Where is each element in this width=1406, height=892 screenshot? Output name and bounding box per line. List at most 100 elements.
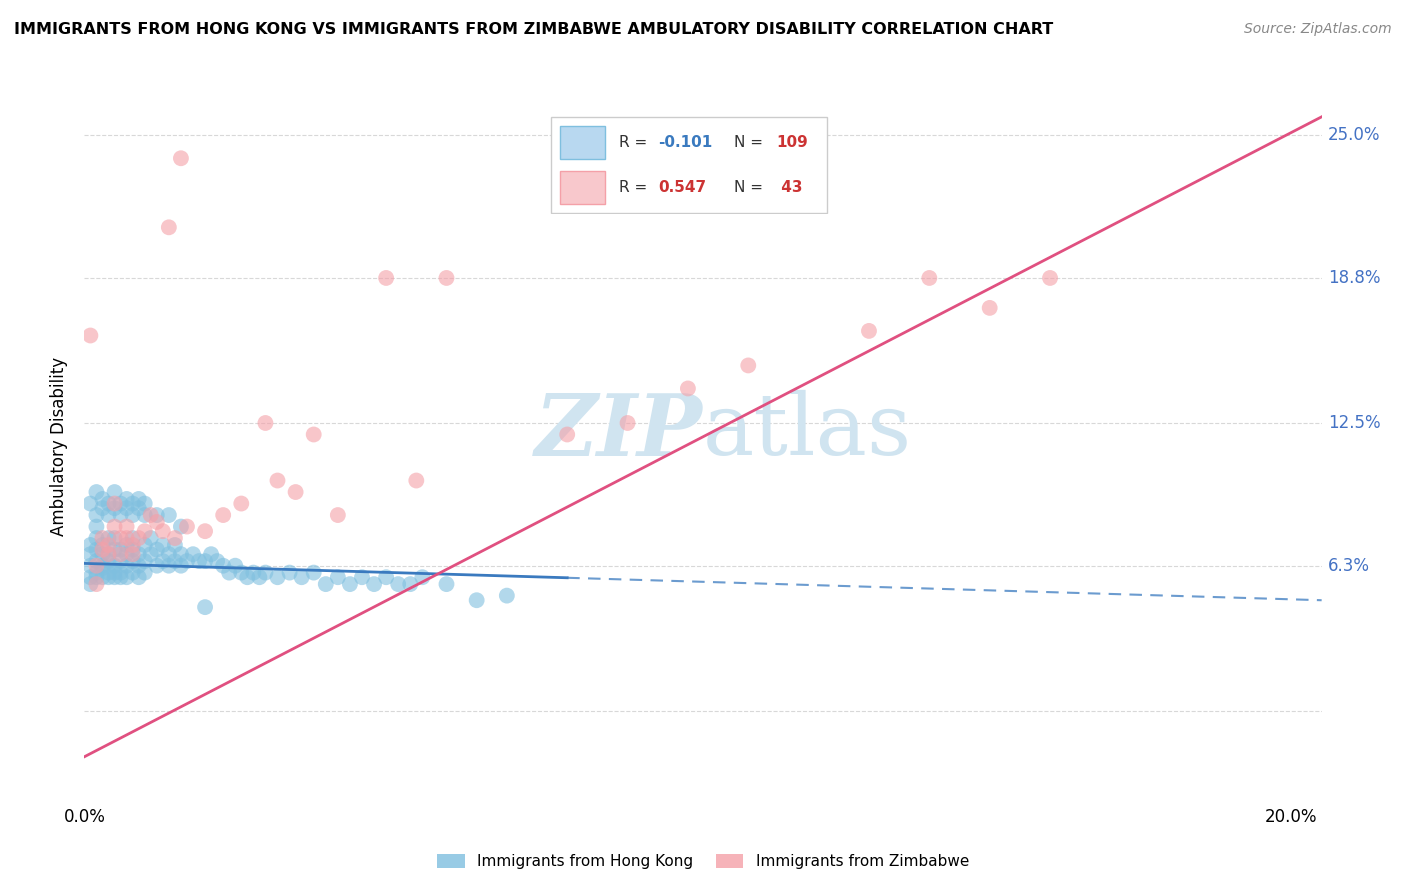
Point (86, 554, 108, 568)
Point (436, 577, 458, 591)
Point (86, 508, 108, 522)
Y-axis label: Ambulatory Disability: Ambulatory Disability (51, 357, 69, 535)
Point (91, 570, 114, 584)
Point (91, 531, 114, 545)
Point (188, 554, 211, 568)
Point (121, 531, 143, 545)
Point (91, 558, 114, 573)
Point (115, 491, 138, 506)
Point (86, 519, 108, 533)
Point (115, 547, 138, 561)
FancyBboxPatch shape (560, 171, 605, 204)
Point (110, 508, 132, 522)
Point (97, 570, 120, 584)
Point (86, 531, 108, 545)
Point (157, 547, 180, 561)
Point (97, 554, 120, 568)
Point (231, 566, 253, 580)
Point (91, 491, 114, 506)
Point (176, 554, 198, 568)
Point (302, 566, 325, 580)
Point (224, 558, 246, 573)
Point (103, 501, 125, 516)
Point (387, 577, 409, 591)
Point (128, 547, 150, 561)
Legend: Immigrants from Hong Kong, Immigrants from Zimbabwe: Immigrants from Hong Kong, Immigrants fr… (432, 848, 974, 875)
Point (128, 531, 150, 545)
Point (110, 570, 132, 584)
Point (134, 497, 156, 511)
Point (97, 547, 120, 561)
Point (79, 558, 101, 573)
Text: R =: R = (619, 135, 652, 150)
Point (254, 566, 277, 580)
Point (110, 497, 132, 511)
Text: N =: N = (734, 135, 768, 150)
Point (284, 485, 307, 500)
Point (115, 538, 138, 552)
Point (115, 501, 138, 516)
Point (103, 570, 125, 584)
Point (858, 324, 880, 338)
Point (170, 151, 193, 165)
Text: N =: N = (734, 180, 768, 195)
Point (110, 531, 132, 545)
Point (86, 542, 108, 557)
Point (146, 558, 169, 573)
Point (326, 570, 349, 584)
Point (146, 515, 169, 529)
Point (152, 554, 174, 568)
Text: 43: 43 (776, 180, 803, 195)
Point (86, 570, 108, 584)
Point (139, 531, 162, 545)
Point (121, 497, 143, 511)
Point (86, 485, 108, 500)
Point (79, 538, 101, 552)
Point (134, 538, 156, 552)
Point (115, 519, 138, 533)
Point (231, 497, 253, 511)
Point (465, 593, 488, 607)
Point (1039, 271, 1062, 285)
Point (163, 554, 186, 568)
Point (218, 566, 240, 580)
Text: 18.8%: 18.8% (1327, 269, 1381, 287)
FancyBboxPatch shape (560, 126, 605, 159)
Point (128, 558, 150, 573)
Text: 25.0%: 25.0% (1327, 127, 1381, 145)
Point (103, 531, 125, 545)
Point (176, 519, 198, 533)
FancyBboxPatch shape (551, 117, 827, 213)
Point (146, 508, 169, 522)
Point (97, 538, 120, 552)
Point (436, 271, 458, 285)
Point (157, 220, 180, 235)
Point (278, 566, 301, 580)
Point (121, 547, 143, 561)
Text: R =: R = (619, 180, 652, 195)
Point (157, 508, 180, 522)
Point (254, 416, 277, 430)
Point (79, 577, 101, 591)
Point (616, 416, 638, 430)
Text: atlas: atlas (703, 390, 912, 474)
Point (103, 485, 125, 500)
Point (979, 301, 1001, 315)
Point (91, 538, 114, 552)
Point (128, 570, 150, 584)
Point (79, 497, 101, 511)
Point (91, 501, 114, 516)
Text: IMMIGRANTS FROM HONG KONG VS IMMIGRANTS FROM ZIMBABWE AMBULATORY DISABILITY CORR: IMMIGRANTS FROM HONG KONG VS IMMIGRANTS … (14, 22, 1053, 37)
Point (121, 538, 143, 552)
Text: 0.547: 0.547 (658, 180, 706, 195)
Point (170, 547, 193, 561)
Point (110, 547, 132, 561)
Point (97, 531, 120, 545)
Point (291, 570, 314, 584)
Point (266, 570, 288, 584)
Point (163, 531, 186, 545)
Point (134, 524, 156, 538)
Point (134, 554, 156, 568)
Point (236, 570, 259, 584)
Text: 109: 109 (776, 135, 808, 150)
